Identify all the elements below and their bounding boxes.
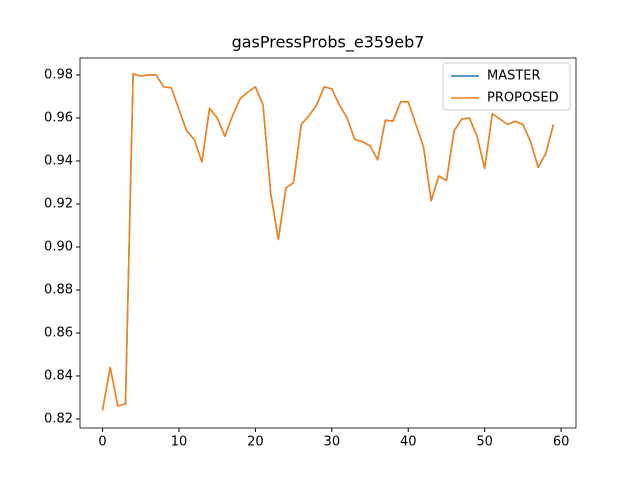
- y-tick-label: 0.84: [44, 368, 73, 383]
- y-tick-label: 0.96: [44, 110, 73, 125]
- data-line: [101, 73, 555, 411]
- legend-label: PROPOSED: [487, 91, 559, 106]
- x-tick-label: 40: [400, 435, 417, 450]
- x-tick-label: 50: [476, 435, 493, 450]
- chart-title: gasPressProbs_e359eb7: [232, 33, 425, 53]
- x-tick-label: 0: [98, 435, 106, 450]
- y-tick-label: 0.88: [44, 282, 73, 297]
- y-tick-label: 0.98: [44, 67, 73, 82]
- legend-label: MASTER: [487, 69, 541, 84]
- x-tick-label: 10: [171, 435, 188, 450]
- plot-area: [80, 58, 576, 428]
- x-tick-label: 60: [553, 435, 570, 450]
- x-tick-label: 20: [247, 435, 264, 450]
- y-tick-label: 0.90: [44, 239, 73, 254]
- y-tick-label: 0.86: [44, 325, 73, 340]
- axes-frame: [79, 57, 577, 429]
- y-tick-label: 0.92: [44, 196, 73, 211]
- y-tick-label: 0.94: [44, 153, 73, 168]
- x-tick-label: 30: [324, 435, 341, 450]
- y-tick-label: 0.82: [44, 411, 73, 426]
